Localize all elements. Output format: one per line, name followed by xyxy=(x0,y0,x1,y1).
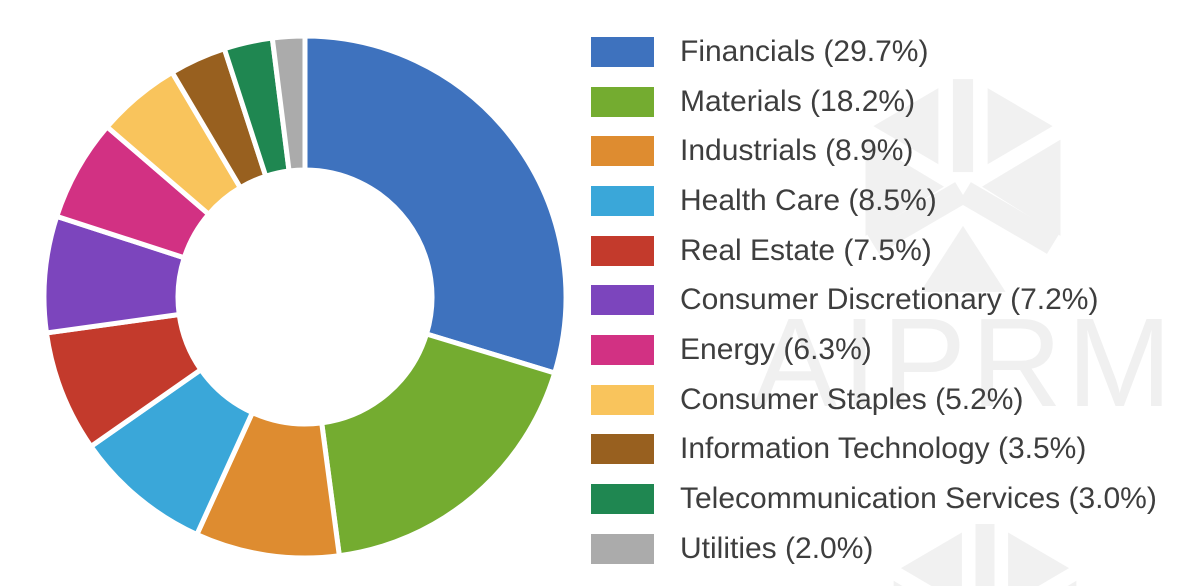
legend-label: Consumer Staples (5.2%) xyxy=(680,382,1024,416)
legend-label: Consumer Discretionary (7.2%) xyxy=(680,283,1099,317)
legend-item: Telecommunication Services (3.0%) xyxy=(591,474,1157,524)
legend-item: Industrials (8.9%) xyxy=(591,126,1157,176)
legend-label: Utilities (2.0%) xyxy=(680,531,874,565)
legend-swatch xyxy=(591,235,654,266)
legend-item: Financials (29.7%) xyxy=(591,27,1157,77)
legend-item: Health Care (8.5%) xyxy=(591,176,1157,226)
legend-swatch xyxy=(591,533,654,564)
legend-swatch xyxy=(591,185,654,216)
legend-swatch xyxy=(591,36,654,67)
legend-label: Financials (29.7%) xyxy=(680,34,929,68)
legend-label: Information Technology (3.5%) xyxy=(680,432,1087,466)
legend-item: Materials (18.2%) xyxy=(591,77,1157,127)
legend-swatch xyxy=(591,384,654,415)
chart-legend: Financials (29.7%) Materials (18.2%) Indus… xyxy=(591,27,1157,574)
legend-label: Industrials (8.9%) xyxy=(680,134,914,168)
legend-label: Telecommunication Services (3.0%) xyxy=(680,482,1157,516)
legend-swatch xyxy=(591,334,654,365)
sector-allocation-donut-chart xyxy=(41,33,569,561)
watermark-text: AIPRM xyxy=(753,292,1177,433)
legend-item: Consumer Discretionary (7.2%) xyxy=(591,275,1157,325)
legend-label: Energy (6.3%) xyxy=(680,332,872,366)
legend-swatch xyxy=(591,136,654,167)
legend-swatch xyxy=(591,86,654,117)
legend-item: Information Technology (3.5%) xyxy=(591,425,1157,475)
pie-slice-materials xyxy=(319,331,558,559)
pie-slice-utilities xyxy=(269,33,308,174)
legend-label: Health Care (8.5%) xyxy=(680,183,937,217)
pie-slice-financials xyxy=(302,33,569,376)
legend-item: Consumer Staples (5.2%) xyxy=(591,375,1157,425)
legend-label: Materials (18.2%) xyxy=(680,84,916,118)
legend-label: Real Estate (7.5%) xyxy=(680,233,932,267)
legend-item: Real Estate (7.5%) xyxy=(591,226,1157,276)
legend-swatch xyxy=(591,285,654,316)
legend-swatch xyxy=(591,484,654,515)
legend-item: Energy (6.3%) xyxy=(591,325,1157,375)
legend-item: Utilities (2.0%) xyxy=(591,524,1157,574)
legend-swatch xyxy=(591,434,654,465)
